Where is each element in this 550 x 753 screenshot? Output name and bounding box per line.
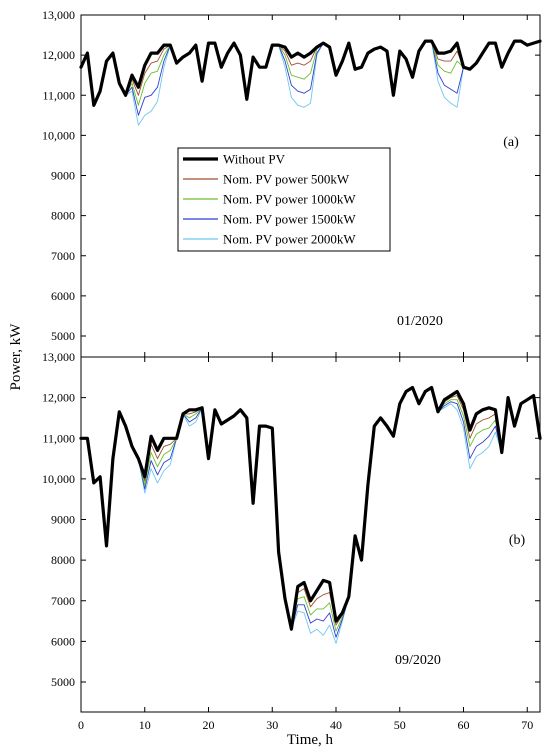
series-line-5 [80,387,541,644]
x-tick-label: 60 [458,718,470,732]
series-line-1 [79,385,542,631]
series-line-4 [80,387,541,638]
plot-frame [80,356,541,713]
y-tick-label: 12,000 [42,391,75,405]
y-tick-label: 7000 [51,594,75,608]
y-tick-label: 6000 [51,634,75,648]
y-tick-label: 10,000 [42,472,75,486]
x-axis-label: Time, h [287,732,334,748]
x-tick-label: 70 [521,718,533,732]
y-tick-label: 12,000 [42,48,75,62]
x-tick-label: 40 [330,718,342,732]
panel-label: (a) [503,135,519,150]
date-label: 01/2020 [397,314,443,329]
legend-item: Nom. PV power 1000kW [223,192,356,207]
y-axis-label: Power, kW [8,323,24,391]
panel-2: 5000 6000 7000 8000 9000 10,000 11,000 12,000 13… [42,350,542,732]
y-tick-label: 5000 [51,675,75,689]
legend-item: Nom. PV power 1500kW [223,212,356,227]
legend-item: Nom. PV power 500kW [223,172,350,187]
x-tick-label: 0 [78,718,84,732]
x-tick-label: 10 [139,718,151,732]
legend: Without PV Nom. PV power 500kW Nom. PV pow… [177,147,391,252]
panel-label: (b) [509,533,526,548]
y-tick-label: 13,000 [42,350,75,364]
y-tick-label: 8000 [51,209,75,223]
legend-item: Nom. PV power 2000kW [223,232,356,247]
x-tick-label: 30 [266,718,278,732]
y-tick-label: 8000 [51,553,75,567]
legend-item: Without PV [223,152,286,167]
y-tick-label: 11,000 [42,431,75,445]
date-label: 09/2020 [395,653,441,668]
y-tick-label: 9000 [51,513,75,527]
x-tick-label: 20 [203,718,215,732]
y-tick-label: 7000 [51,249,75,263]
series-line-1 [79,39,542,107]
y-tick-label: 6000 [51,289,75,303]
y-tick-label: 10,000 [42,128,75,142]
y-tick-label: 11,000 [42,88,75,102]
x-tick-label: 50 [394,718,406,732]
y-tick-label: 9000 [51,169,75,183]
y-tick-label: 13,000 [42,8,75,22]
series-line-3 [80,387,541,632]
y-tick-label: 5000 [51,329,75,343]
panel-1: 5000 6000 7000 8000 9000 10,000 11,000 12,000 13… [42,8,542,358]
